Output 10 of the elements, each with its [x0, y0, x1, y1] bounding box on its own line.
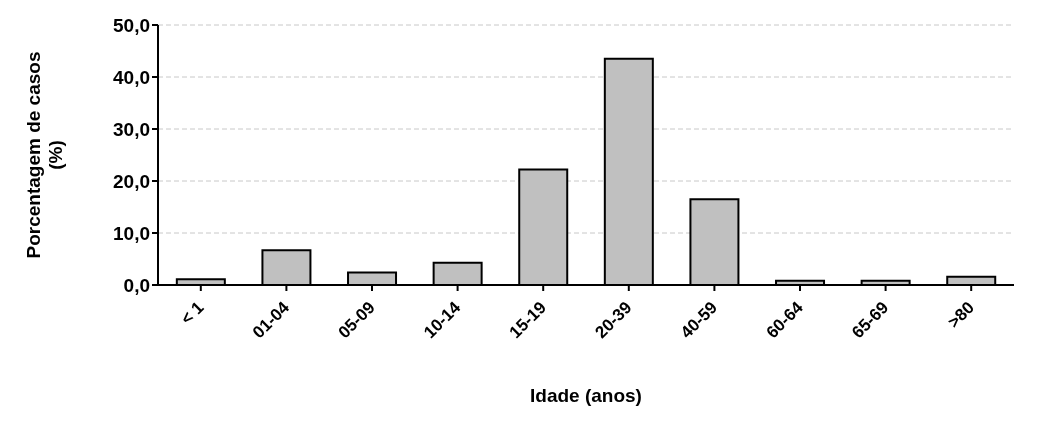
- y-tick-label: 0,0: [123, 274, 150, 296]
- y-tick-label: 20,0: [113, 170, 150, 192]
- y-axis-title: Porcentagem de casos (%): [23, 51, 66, 259]
- x-tick-label: < 1: [177, 297, 208, 329]
- x-axis-title: Idade (anos): [530, 385, 642, 406]
- y-tick-label: 30,0: [113, 118, 150, 140]
- y-tick-label: 40,0: [113, 66, 150, 88]
- y-tick-label: 50,0: [113, 14, 150, 36]
- x-tick-label: >80: [944, 297, 978, 332]
- y-tick-label: 10,0: [113, 222, 150, 244]
